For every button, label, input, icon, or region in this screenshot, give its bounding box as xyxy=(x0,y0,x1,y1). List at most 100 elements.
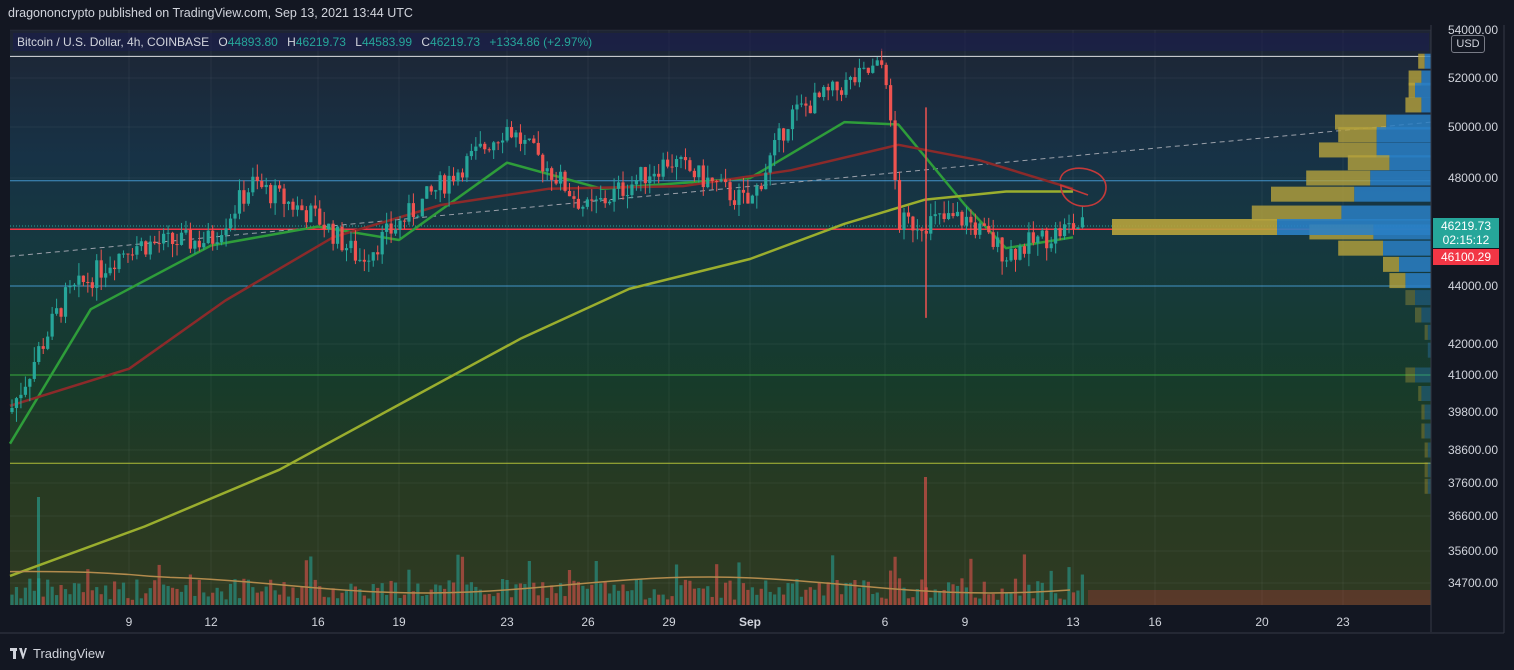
volume-bar xyxy=(28,578,32,605)
volume-bar xyxy=(746,589,750,605)
volume-bar xyxy=(1071,592,1076,605)
symbol-legend[interactable]: Bitcoin / U.S. Dollar, 4h, COINBASE O448… xyxy=(13,33,1429,51)
y-tick-label: 39800.00 xyxy=(1448,405,1498,419)
volume-bar xyxy=(242,578,246,605)
volume-bar xyxy=(991,593,995,605)
candle-body xyxy=(175,244,179,246)
volume-bar xyxy=(608,593,612,605)
volume-bar xyxy=(670,596,674,605)
profile-buy-bar xyxy=(1376,127,1431,143)
candle-body xyxy=(90,282,94,289)
candle-body xyxy=(501,140,505,143)
volume-bar xyxy=(246,579,250,605)
volume-bar xyxy=(541,582,545,605)
candle-body xyxy=(104,273,108,278)
candle-body xyxy=(483,143,487,150)
candle-body xyxy=(37,346,41,362)
volume-bar xyxy=(112,581,117,605)
x-tick-label: 20 xyxy=(1255,615,1269,629)
volume-bar xyxy=(563,596,567,605)
candle-body xyxy=(764,172,768,190)
volume-bar xyxy=(1004,593,1009,605)
candle-body xyxy=(741,189,746,193)
candle-body xyxy=(674,159,679,168)
candle-body xyxy=(353,240,358,261)
volume-bar xyxy=(269,579,273,605)
volume-bar xyxy=(947,582,951,605)
volume-bar xyxy=(728,580,732,605)
candle-body xyxy=(884,64,888,86)
volume-bar xyxy=(915,589,919,605)
candle-body xyxy=(224,228,228,236)
candle-body xyxy=(737,189,741,205)
candle-body xyxy=(652,173,656,177)
volume-bar xyxy=(768,591,772,605)
candle-body xyxy=(844,79,848,95)
volume-bar xyxy=(130,599,135,605)
volume-bar xyxy=(683,579,688,605)
volume-bar xyxy=(188,574,192,605)
profile-sell-bar xyxy=(1271,186,1355,202)
profile-buy-bar xyxy=(1424,404,1431,420)
x-tick-label: 29 xyxy=(662,615,676,629)
close-value: 46219.73 xyxy=(430,35,481,49)
volume-bar xyxy=(46,579,50,605)
symbol-name: Bitcoin / U.S. Dollar, 4h, COINBASE xyxy=(17,35,210,49)
volume-bar xyxy=(233,579,237,605)
volume-bar xyxy=(77,583,81,605)
candle-body xyxy=(144,241,148,255)
profile-sell-bar xyxy=(1335,114,1387,130)
volume-bar xyxy=(300,586,304,605)
volume-bar xyxy=(416,583,420,605)
candle-body xyxy=(202,243,206,248)
x-tick-label: 6 xyxy=(882,615,889,629)
volume-bar xyxy=(420,595,424,605)
volume-bar xyxy=(630,590,634,605)
candle-body xyxy=(385,223,389,232)
volume-bar xyxy=(313,579,317,605)
candle-body xyxy=(773,140,777,156)
candle-body xyxy=(197,240,201,248)
volume-bar xyxy=(545,597,549,605)
profile-buy-bar xyxy=(1415,290,1431,306)
candle-body xyxy=(68,286,72,288)
candle-body xyxy=(416,216,420,218)
volume-bar xyxy=(710,596,714,605)
volume-bar xyxy=(920,579,924,605)
candle-body xyxy=(46,336,50,349)
volume-bar xyxy=(99,594,103,605)
volume-bar xyxy=(844,582,848,605)
y-tick-label: 36600.00 xyxy=(1448,509,1498,523)
volume-bar xyxy=(978,598,982,605)
candle-body xyxy=(469,150,473,157)
profile-buy-bar xyxy=(1415,82,1431,98)
candle-body xyxy=(179,232,184,245)
currency-selector[interactable]: USD xyxy=(1451,35,1485,53)
candle-body xyxy=(28,378,32,387)
volume-bar xyxy=(335,598,340,605)
candle-body xyxy=(902,212,906,230)
candle-body xyxy=(451,175,456,182)
profile-sell-bar xyxy=(1424,478,1428,494)
volume-spike-bar xyxy=(924,477,927,605)
candle-body xyxy=(260,180,264,188)
candle-body xyxy=(1031,232,1035,243)
candle-body xyxy=(594,199,598,201)
candle-body xyxy=(371,252,375,261)
candle-body xyxy=(536,142,540,155)
candle-body xyxy=(527,138,531,140)
candle-body xyxy=(697,165,701,178)
volume-bar xyxy=(853,580,857,605)
candle-body xyxy=(563,171,567,191)
volume-bar xyxy=(902,587,906,605)
candle-body xyxy=(59,308,63,317)
volume-bar xyxy=(81,592,85,605)
candle-body xyxy=(1000,237,1004,262)
volume-bar xyxy=(255,592,259,605)
candle-body xyxy=(639,167,643,181)
volume-bar xyxy=(889,570,893,605)
candle-body xyxy=(233,213,237,219)
candle-body xyxy=(590,199,594,201)
volume-bar xyxy=(487,593,491,605)
